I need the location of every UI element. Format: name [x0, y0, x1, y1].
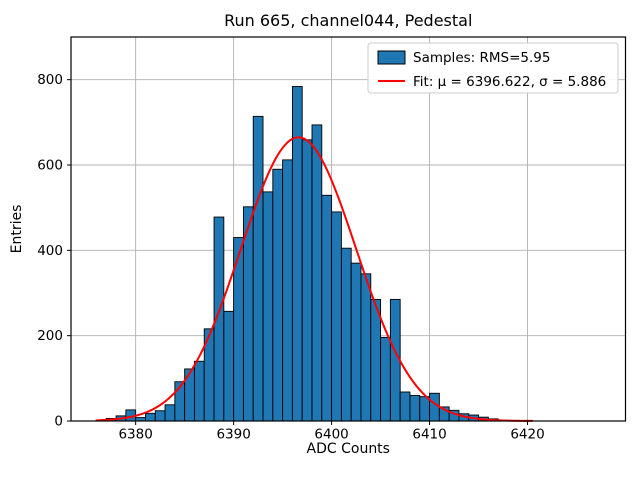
- histogram-bar: [311, 124, 323, 422]
- histogram-bar: [272, 168, 284, 422]
- x-axis-label: ADC Counts: [307, 441, 390, 457]
- histogram-bar: [262, 191, 274, 422]
- x-tick-label: 6400: [314, 427, 348, 443]
- legend-fit-label: Fit: μ = 6396.622, σ = 5.886: [413, 74, 606, 90]
- histogram-bar: [360, 273, 372, 422]
- legend: Samples: RMS=5.95 Fit: μ = 6396.622, σ =…: [367, 42, 619, 94]
- histogram-bar: [350, 262, 362, 422]
- y-tick-label: 400: [37, 243, 63, 259]
- x-tick-label: 6410: [412, 427, 446, 443]
- histogram-bar: [370, 298, 382, 422]
- legend-box: [367, 42, 619, 94]
- legend-samples-swatch: [377, 50, 406, 65]
- histogram-bar: [399, 391, 411, 422]
- histogram-bar: [419, 396, 431, 422]
- histogram-bars: [105, 86, 499, 422]
- histogram-bar: [340, 247, 352, 422]
- histogram-bar: [184, 368, 195, 422]
- histogram-bar: [154, 410, 166, 422]
- histogram-bar: [145, 412, 156, 422]
- histogram-bar: [252, 115, 264, 422]
- fit-curve: [95, 136, 534, 422]
- histogram-bar: [164, 404, 176, 422]
- y-tick-label: 800: [37, 72, 63, 88]
- y-tick-label: 0: [54, 414, 63, 430]
- y-tick-label: 200: [37, 328, 63, 344]
- y-axis-label: Entries: [9, 205, 25, 254]
- axis-ticks: [67, 79, 529, 425]
- x-tick-label: 6380: [118, 427, 152, 443]
- axis-tick-labels: 6380 6390 6400 6410 6420 0 200 400 600 800: [37, 72, 544, 442]
- histogram-bar: [282, 159, 293, 422]
- histogram-bar: [301, 139, 313, 422]
- plot-border: [70, 36, 627, 422]
- y-tick-label: 600: [37, 158, 63, 174]
- histogram-bar: [429, 392, 440, 422]
- histogram-bar: [331, 211, 342, 422]
- histogram-bar: [321, 194, 333, 422]
- x-tick-label: 6420: [510, 427, 544, 443]
- x-tick-label: 6390: [216, 427, 250, 443]
- histogram-bar: [409, 394, 421, 422]
- histogram-bar: [380, 336, 391, 422]
- histogram-bar: [223, 310, 235, 422]
- chart-title: Run 665, channel044, Pedestal: [224, 11, 472, 30]
- histogram-bar: [193, 360, 205, 422]
- legend-samples-label: Samples: RMS=5.95: [413, 50, 550, 66]
